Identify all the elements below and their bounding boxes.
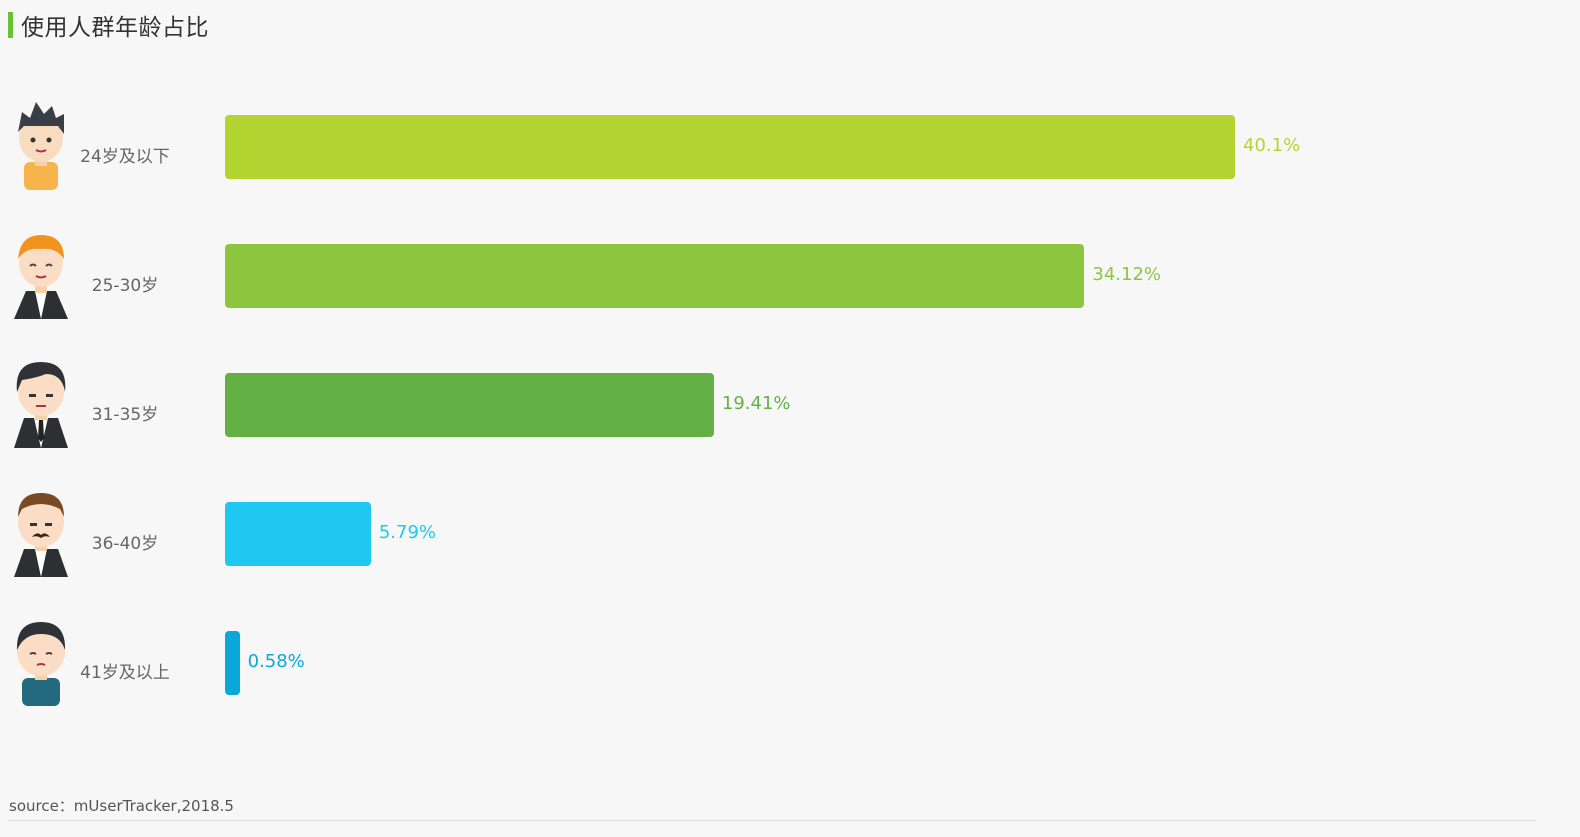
- chart-title-text: 使用人群年龄占比: [21, 15, 209, 41]
- bar-row: 31-35岁 19.41%: [0, 358, 1580, 458]
- bottom-divider: [8, 820, 1536, 821]
- bar: [225, 115, 1235, 179]
- chart-title: 使用人群年龄占比: [8, 10, 209, 41]
- older-man-icon: [6, 616, 76, 708]
- young-boy-icon: [6, 100, 76, 192]
- value-label: 40.1%: [1243, 135, 1301, 156]
- source-note: source：mUserTracker,2018.5: [9, 797, 234, 815]
- bar: [225, 244, 1085, 308]
- bar-chart: 24岁及以下 40.1% 25-30岁 34.12% 31-35: [0, 100, 1580, 716]
- value-label: 19.41%: [721, 393, 791, 414]
- value-label: 34.12%: [1092, 264, 1162, 285]
- category-label: 41岁及以上: [80, 663, 170, 683]
- bar-row: 36-40岁 5.79%: [0, 487, 1580, 587]
- redhair-man-icon: [6, 229, 76, 321]
- suit-man-icon: [6, 358, 76, 450]
- value-label: 5.79%: [378, 522, 437, 543]
- category-label: 31-35岁: [91, 405, 159, 425]
- category-label: 25-30岁: [91, 276, 159, 296]
- title-accent-bar: [8, 12, 13, 38]
- value-label: 0.58%: [247, 651, 305, 672]
- category-label: 36-40岁: [91, 534, 159, 554]
- bar-row: 25-30岁 34.12%: [0, 229, 1580, 329]
- bar-row: 24岁及以下 40.1%: [0, 100, 1580, 200]
- bar: [225, 373, 714, 437]
- bar: [225, 502, 371, 566]
- bar: [225, 631, 240, 695]
- mustache-man-icon: [6, 487, 76, 579]
- category-label: 24岁及以下: [80, 147, 170, 167]
- bar-row: 41岁及以上 0.58%: [0, 616, 1580, 716]
